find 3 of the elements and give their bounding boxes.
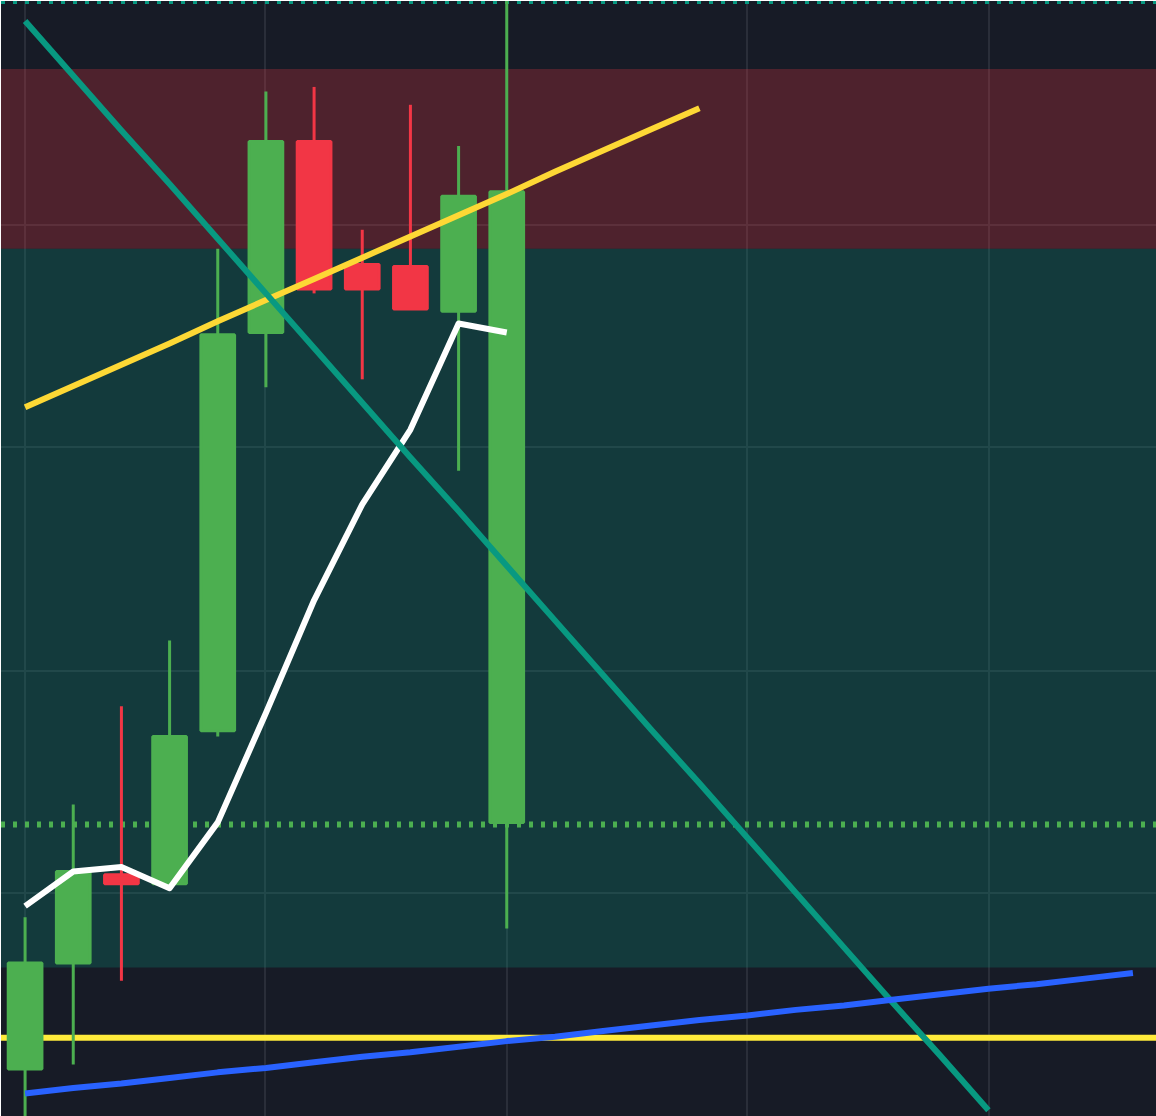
candlestick bbox=[392, 103, 429, 311]
candlestick bbox=[103, 704, 140, 983]
candlestick bbox=[343, 228, 381, 381]
